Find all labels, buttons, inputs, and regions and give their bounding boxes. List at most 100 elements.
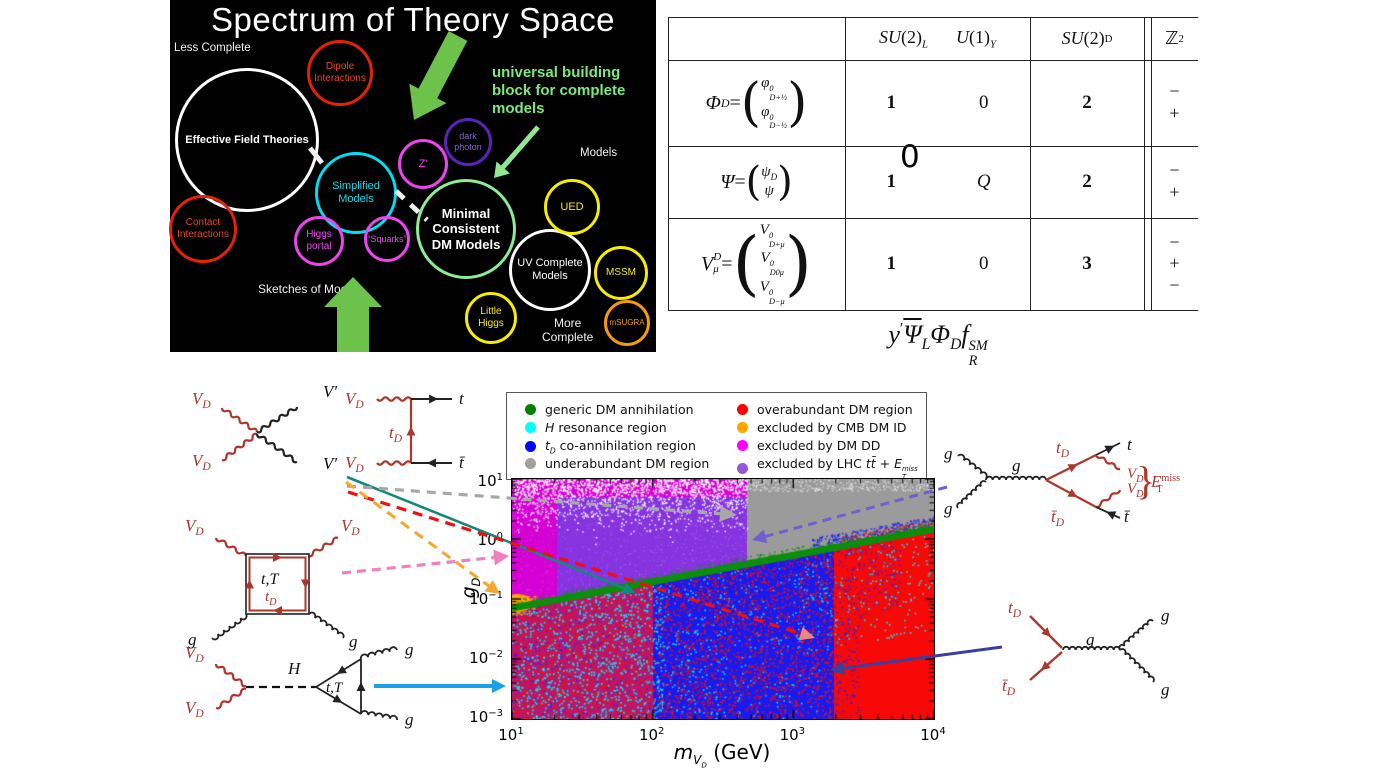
representation-table: 0 y′ΨLΦDf SM R SU(2)L U(1)Y SU (2) D ℤ 2 Φ D = (φ 0… xyxy=(668,17,1208,370)
feynman-label: g xyxy=(1161,606,1170,625)
feynman-label: VD xyxy=(1127,466,1144,485)
legend-dot xyxy=(525,404,536,415)
yukawa-formula: y′ΨLΦDf SM R xyxy=(888,320,988,370)
feynman-vdvd-to-vprime-vprime: VD VD V′ V′ xyxy=(192,382,337,473)
feynman-label: g xyxy=(1012,456,1021,475)
feynman-label: VD xyxy=(185,643,204,665)
feynman-label: g xyxy=(349,632,358,651)
scatter-plot-frame xyxy=(511,478,935,720)
y-axis-label: gD xyxy=(458,577,483,599)
x-tick-label: 103 xyxy=(779,726,806,744)
feynman-tdtd-to-gg: tD t̄D g g g xyxy=(1002,598,1170,699)
feynman-label: g xyxy=(405,640,414,659)
legend-dot xyxy=(737,462,748,474)
bubble-ued: UED xyxy=(544,179,600,235)
table-rule xyxy=(668,60,1198,61)
x-axis-label: mVD (GeV) xyxy=(673,740,771,770)
feynman-label: t̄D xyxy=(1002,676,1016,698)
bubble-dipole-interactions: Dipole Interactions xyxy=(307,40,373,106)
legend-item-h-resonance-region: H resonance region xyxy=(525,420,667,435)
table-rule xyxy=(668,218,1198,219)
label-more-complete: More Complete xyxy=(542,316,594,344)
feynman-label: } xyxy=(1136,458,1155,503)
table-rule xyxy=(1151,17,1152,310)
y-tick-label: 10−2 xyxy=(469,649,503,667)
bubble-dark-photon: dark photon xyxy=(444,118,492,166)
legend-dot xyxy=(737,404,748,415)
legend-dot xyxy=(525,422,536,433)
theory-space-title: Spectrum of Theory Space xyxy=(211,1,615,38)
legend-item-underabundant-dm-region: underabundant DM region xyxy=(525,456,709,471)
table-rule xyxy=(1144,17,1145,310)
feynman-label: V′ xyxy=(323,382,337,401)
legend-item-generic-dm-annihilation: generic DM annihilation xyxy=(525,402,694,417)
table-rule xyxy=(668,17,1198,18)
feynman-label: H xyxy=(287,659,302,678)
feynman-label: t,T xyxy=(261,571,279,588)
feynman-vdvd-to-ttbar-via-td: VD VD tD t t̄ xyxy=(345,389,466,475)
feynman-label: t̄ xyxy=(1124,507,1131,526)
feynman-label: g xyxy=(944,444,953,463)
bubble-contact-interactions: Contact Interactions xyxy=(169,195,237,263)
feynman-label: VD xyxy=(192,451,211,473)
feynman-label: tD xyxy=(1008,598,1022,620)
header-su2d: SU (2) D xyxy=(1061,28,1113,48)
theory-space-panel: Spectrum of Theory Space Less Complete M… xyxy=(169,0,656,352)
bubble-little-higgs: Little Higgs xyxy=(465,292,517,344)
feynman-label: tD xyxy=(1056,438,1070,460)
feynman-label: t xyxy=(1127,435,1133,454)
x-tick-label: 101 xyxy=(498,726,524,744)
legend-item-overabundant-dm-region: overabundant DM region xyxy=(737,402,913,417)
feynman-label: t,T xyxy=(326,680,344,696)
header-su2l-u1y: SU(2)L U(1)Y xyxy=(878,26,997,51)
label-sketches-of-models: Sketches of Models xyxy=(258,282,363,296)
cell-z2-parity: − + xyxy=(1169,160,1180,202)
y-tick-label: 10−3 xyxy=(469,708,503,726)
cell-su2d: 2 xyxy=(1082,92,1092,113)
cell-su2d: 3 xyxy=(1082,253,1092,274)
connector-to-dm-dd-region xyxy=(341,549,509,575)
feynman-label: VD xyxy=(345,389,364,411)
legend-dot xyxy=(525,458,536,469)
feynman-label: VD xyxy=(192,389,211,411)
feynman-label: V′ xyxy=(323,454,337,473)
connector-to-h-resonance-region xyxy=(374,679,506,693)
legend-item-excluded-by-cmb-dm-id: excluded by CMB DM ID xyxy=(737,420,907,435)
feynman-label: g xyxy=(944,499,953,518)
feynman-label: VD xyxy=(341,516,360,538)
bubble-squarks: “Squarks” xyxy=(364,216,410,262)
label-models: Models xyxy=(580,147,618,159)
bubble-z-prime: Z' xyxy=(398,139,448,189)
cell-z2-parity: − + xyxy=(1169,81,1180,123)
x-tick-label: 102 xyxy=(638,726,665,744)
bubble-effective-field-theories: Effective Field Theories xyxy=(175,68,319,212)
feynman-label: t̄D xyxy=(1051,507,1065,529)
feynman-label: t xyxy=(459,389,465,408)
bubble-msugra: mSUGRA xyxy=(604,300,650,346)
y-tick-label: 101 xyxy=(477,472,503,490)
table-rule xyxy=(668,17,669,310)
feynman-label: VD xyxy=(185,516,204,538)
table-rule xyxy=(1030,17,1031,310)
feynman-label: VD xyxy=(1127,481,1144,500)
feynman-label: Emiss T xyxy=(1150,472,1180,495)
feynman-label: tD xyxy=(265,589,277,608)
feynman-vdvd-to-h-to-gg: VD VD Ht,T g g xyxy=(185,640,414,729)
legend-dot xyxy=(737,422,748,433)
feynman-label: g xyxy=(188,630,197,649)
feynman-label: VD xyxy=(185,698,204,720)
feynman-label: t̄ xyxy=(459,453,466,472)
table-rule xyxy=(668,310,1198,311)
feynman-label: VD xyxy=(345,453,364,475)
label-less-complete: Less Complete xyxy=(174,42,251,54)
feynman-label: g xyxy=(405,710,414,729)
cell-su2d: 2 xyxy=(1082,171,1092,192)
annotation-universal-building-block: universal building block for complete mo… xyxy=(492,64,626,117)
